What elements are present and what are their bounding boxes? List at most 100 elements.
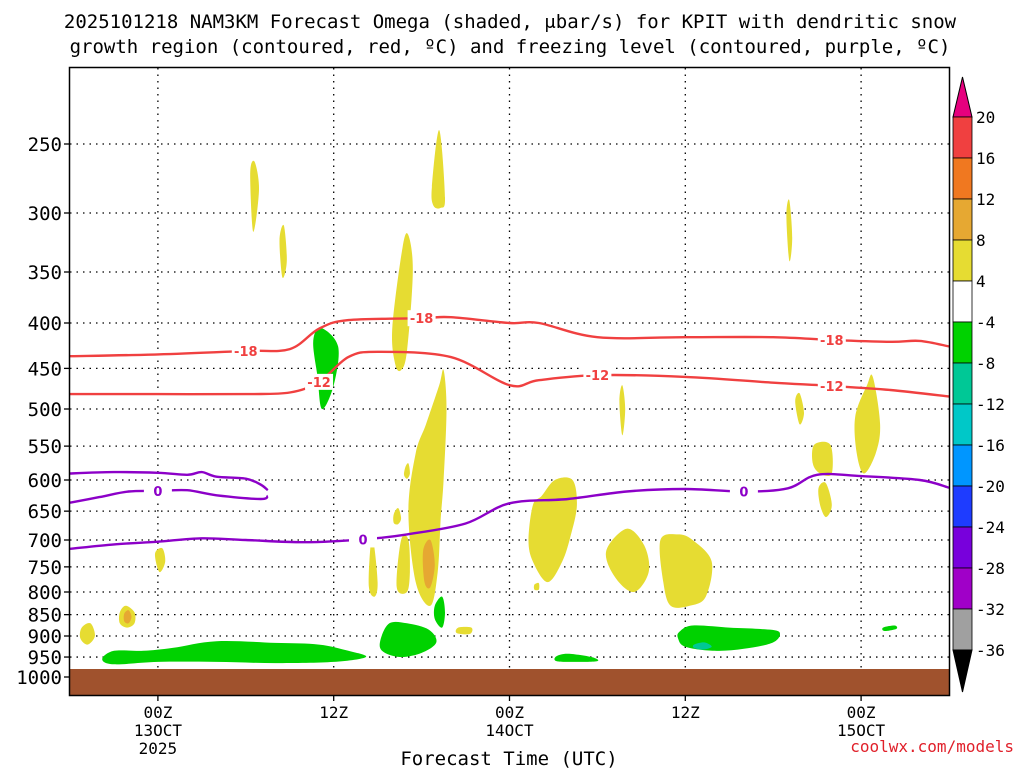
x-tick-label-4: 00Z	[847, 703, 876, 722]
contour--12C	[69, 350, 950, 398]
contour-label-0C-lower-0: 0	[358, 533, 367, 548]
chart-title-line1: 2025101218 NAM3KM Forecast Omega (shaded…	[64, 11, 957, 33]
omega-region-11	[605, 528, 650, 593]
omega-region-13	[619, 385, 626, 436]
contour-label-bg	[729, 483, 758, 500]
y-tick-label-350: 350	[28, 262, 62, 284]
contour-label--12C-2: -12	[820, 380, 844, 395]
omega-region-6	[396, 535, 410, 594]
contour-label--18C-1: -18	[410, 312, 434, 327]
plot-area: -18 -18 -18 -12 -12 -12 0 0 0	[69, 68, 950, 695]
omega-region-17	[854, 374, 881, 474]
contour-label-bg	[349, 531, 377, 548]
y-tick-label-400: 400	[28, 313, 62, 335]
contour-0C-lower	[69, 472, 950, 550]
colorbar-top-arrow	[952, 76, 973, 118]
contour-label-bg	[231, 342, 260, 359]
omega-region-1	[279, 224, 287, 279]
contour-label--12C-1: -12	[586, 369, 610, 384]
x-tick-label-1: 12Z	[319, 703, 348, 722]
colorbar-label-4: 4	[976, 272, 986, 291]
omega-region-10	[528, 477, 577, 583]
contour-label-bg	[817, 331, 846, 348]
contour-label-0C-middle-0: 0	[153, 485, 162, 500]
colorbar-label--24: -24	[976, 518, 1005, 537]
x-axis-label: Forecast Time (UTC)	[400, 748, 617, 768]
y-tick-label-450: 450	[28, 358, 62, 380]
colorbar-label--28: -28	[976, 559, 1005, 578]
contour-0C-middle	[69, 488, 269, 504]
contour-label-bg	[305, 373, 334, 390]
x-tick-label-2: 00Z	[495, 703, 524, 722]
colorbar-segment-0	[952, 116, 973, 159]
x-date-label-0: 13OCT	[134, 721, 183, 740]
y-tick-label-950: 950	[28, 647, 62, 669]
omega-region-14	[795, 392, 804, 425]
y-tick-label-600: 600	[28, 470, 62, 492]
omega-region-23	[455, 626, 473, 635]
y-tick-label-850: 850	[28, 605, 62, 627]
contour-label-bg	[143, 482, 172, 499]
colorbar-segment-10	[952, 526, 973, 569]
contour-label-bg	[583, 367, 612, 384]
colorbar-segment-1	[952, 157, 973, 200]
y-axis: 2503003504004505005506006507007508008509…	[16, 134, 70, 689]
omega-region-27	[102, 640, 367, 665]
omega-region-20	[79, 622, 95, 645]
colorbar-label--4: -4	[976, 313, 995, 332]
omega-region-2	[431, 130, 446, 209]
omega-region-5	[368, 537, 378, 597]
colorbar-label--16: -16	[976, 436, 1005, 455]
omega-region-7	[393, 508, 402, 525]
omega-region-26	[433, 596, 445, 628]
colorbar-bottom-arrow	[952, 649, 973, 693]
contour-0C-upper	[69, 470, 269, 492]
colorbar-segment-11	[952, 567, 973, 610]
colorbar-label--32: -32	[976, 600, 1005, 619]
colorbar-label--8: -8	[976, 354, 995, 373]
colorbar-segment-2	[952, 198, 973, 241]
chart-title-line2: growth region (contoured, red, ºC) and f…	[70, 36, 951, 58]
contour-label-bg	[817, 377, 846, 394]
omega-region-4	[408, 369, 447, 606]
omega-region-8	[403, 463, 410, 479]
x-tick-label-3: 12Z	[671, 703, 700, 722]
colorbar-label--12: -12	[976, 395, 1005, 414]
y-tick-label-250: 250	[28, 134, 62, 156]
x-date-label-2: 14OCT	[485, 721, 534, 740]
colorbar-segment-12	[952, 608, 973, 651]
contour-label--18C-0: -18	[234, 345, 258, 360]
omega-region-9	[422, 539, 435, 589]
omega-region-12	[659, 534, 713, 608]
omega-region-30	[554, 653, 599, 662]
omega-region-16	[818, 482, 832, 518]
colorbar-segment-4	[952, 280, 973, 323]
contour-label--18C-2: -18	[820, 334, 844, 349]
colorbar-segment-6	[952, 362, 973, 405]
omega-region-31	[882, 625, 898, 632]
colorbar-label-16: 16	[976, 149, 995, 168]
y-tick-label-550: 550	[28, 436, 62, 458]
omega-region-28	[379, 621, 437, 658]
ground-surface	[70, 669, 949, 695]
omega-region-3	[392, 233, 413, 372]
colorbar-label-12: 12	[976, 190, 995, 209]
plot-frame	[68, 66, 951, 697]
contour--18C	[69, 315, 950, 358]
y-tick-label-650: 650	[28, 501, 62, 523]
contour-label-bg	[407, 310, 436, 327]
colorbar-segment-9	[952, 485, 973, 528]
omega-region-19	[154, 547, 166, 573]
colorbar-segment-7	[952, 403, 973, 446]
x-date-label-4: 15OCT	[837, 721, 886, 740]
omega-region-29	[677, 625, 781, 651]
colorbar: 20 16 12 8 4 -4 -8 -12 -16 -20 -24 -28 -32 -36	[952, 76, 1005, 693]
omega-region-18	[786, 199, 793, 262]
y-tick-label-900: 900	[28, 626, 62, 648]
colorbar-segment-5	[952, 321, 973, 364]
omega-region-22	[123, 610, 132, 624]
colorbar-label--36: -36	[976, 641, 1005, 660]
y-tick-label-300: 300	[28, 203, 62, 225]
y-tick-label-750: 750	[28, 557, 62, 579]
